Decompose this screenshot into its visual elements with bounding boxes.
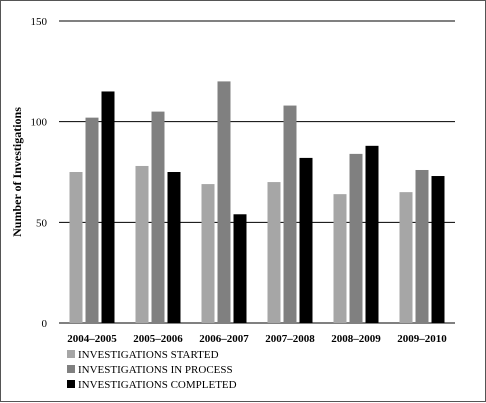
bar-started xyxy=(333,194,347,323)
x-category-labels: 2004–2005 2005–2006 2006–2007 2007–2008 2008… xyxy=(67,333,447,345)
y-tick-labels: 0 50 100 150 xyxy=(31,16,48,330)
x-category-label: 2006–2007 xyxy=(199,333,249,345)
bar-completed xyxy=(101,91,115,323)
bar-completed xyxy=(233,214,247,323)
bar-in-process xyxy=(151,111,165,323)
legend-swatch xyxy=(67,380,75,388)
bar-in-process xyxy=(349,153,363,323)
y-tick-label: 150 xyxy=(31,16,48,28)
bar-completed xyxy=(167,172,181,323)
legend-swatch xyxy=(67,350,75,358)
y-tick-label: 50 xyxy=(36,217,48,229)
y-tick-label: 0 xyxy=(42,318,48,330)
bar-in-process xyxy=(415,169,429,323)
bar-started xyxy=(399,192,413,323)
y-tick-label: 100 xyxy=(31,117,48,129)
x-category-label: 2009–2010 xyxy=(397,333,447,345)
bar-in-process xyxy=(217,81,231,324)
bar-started xyxy=(201,184,215,323)
x-category-label: 2007–2008 xyxy=(265,333,315,345)
x-category-label: 2008–2009 xyxy=(331,333,381,345)
y-axis-label: Number of Investigations xyxy=(10,107,24,237)
x-category-label: 2005–2006 xyxy=(133,333,183,345)
bar-completed xyxy=(299,157,313,323)
legend-swatch xyxy=(67,365,75,373)
x-category-label: 2004–2005 xyxy=(67,333,117,345)
legend-label: INVESTIGATIONS COMPLETED xyxy=(78,379,237,391)
bar-started xyxy=(267,182,281,323)
gridlines xyxy=(59,20,455,324)
legend-label: INVESTIGATIONS STARTED xyxy=(78,349,219,361)
bar-started xyxy=(135,165,149,323)
legend-label: INVESTIGATIONS IN PROCESS xyxy=(78,364,233,376)
legend: INVESTIGATIONS STARTED INVESTIGATIONS IN … xyxy=(67,349,237,391)
bar-in-process xyxy=(283,105,297,323)
bar-in-process xyxy=(85,117,99,323)
bars xyxy=(69,81,445,324)
bar-completed xyxy=(431,176,445,323)
bar-started xyxy=(69,172,83,323)
bar-completed xyxy=(365,145,379,323)
